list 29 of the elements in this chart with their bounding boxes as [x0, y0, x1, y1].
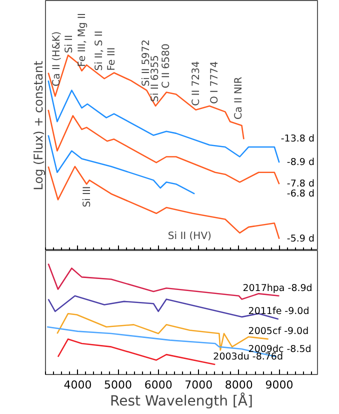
series-label: -7.8 d — [286, 178, 315, 190]
annotation: C II 7234 — [191, 61, 202, 106]
annotation: Si II 6355 — [150, 55, 162, 102]
annotation: Si II (HV) — [168, 231, 212, 242]
text: -13.8 d — [280, 134, 315, 145]
x-tick-label: 8000 — [224, 378, 253, 392]
x-tick-label: 7000 — [184, 378, 213, 392]
annotation: Si II — [64, 34, 76, 54]
x-tick-label: 9000 — [265, 378, 294, 392]
annotation: Ca II (H&K) — [52, 31, 63, 86]
annotation: Fe III — [106, 47, 118, 71]
annotation: Si III — [82, 186, 93, 208]
annotation: O I 7774 — [210, 61, 221, 104]
series-label: -5.9 d — [286, 233, 315, 244]
x-axis-title: Rest Wavelength [Å] — [110, 392, 253, 410]
series-label: 2017hpa -8.9d — [242, 282, 312, 294]
series-label: 2003du -8.76d — [213, 352, 284, 363]
y-axis-title: Log (Flux) + constant — [32, 60, 46, 190]
series-label: -8.9 d — [286, 157, 315, 168]
x-tick-label: 4000 — [64, 378, 92, 392]
annotation: Fe III, Mg II — [77, 13, 88, 67]
text: -6.8 d — [286, 188, 315, 200]
annotation: Si II, S II — [94, 30, 105, 71]
annotation: Ca II NIR — [233, 76, 244, 120]
series-label: 2011fe -9.0d — [248, 306, 310, 318]
x-tick-label: 5000 — [104, 378, 132, 392]
series-label: 2005cf -9.0d — [248, 326, 309, 338]
annotation: C II 6580 — [160, 44, 172, 88]
x-tick-label: 6000 — [144, 378, 172, 392]
